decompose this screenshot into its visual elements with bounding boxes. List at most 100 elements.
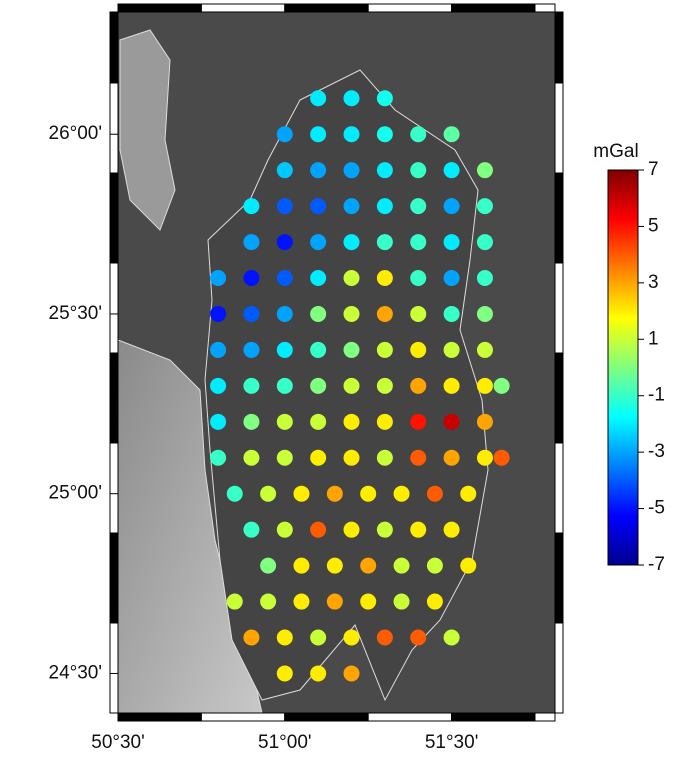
border-segment (555, 83, 563, 173)
station (477, 198, 493, 214)
station (310, 162, 326, 178)
station (410, 270, 426, 286)
map-figure: mGal 50°30'51°00'51°30'24°30'25°00'25°30… (0, 0, 692, 756)
station (310, 414, 326, 430)
border-segment (118, 4, 201, 12)
station (344, 198, 360, 214)
station (427, 558, 443, 574)
station (444, 162, 460, 178)
station (327, 594, 343, 610)
station (477, 270, 493, 286)
station (377, 90, 393, 106)
station (293, 594, 309, 610)
station (377, 630, 393, 646)
station (444, 234, 460, 250)
station (293, 486, 309, 502)
station (410, 414, 426, 430)
x-tick-label: 50°30' (91, 732, 145, 753)
station (243, 306, 259, 322)
station (444, 270, 460, 286)
station (293, 558, 309, 574)
colorbar-tick-label: -7 (648, 554, 665, 575)
station (310, 270, 326, 286)
station (444, 414, 460, 430)
border-segment (368, 4, 451, 12)
station (444, 378, 460, 394)
station (444, 450, 460, 466)
border-segment (201, 713, 284, 721)
station (344, 162, 360, 178)
station (410, 630, 426, 646)
border-segment (110, 173, 118, 263)
station (477, 414, 493, 430)
station (277, 342, 293, 358)
station (210, 378, 226, 394)
station (277, 450, 293, 466)
station (243, 342, 259, 358)
station (310, 234, 326, 250)
station (243, 414, 259, 430)
border-segment (110, 12, 118, 83)
station (210, 450, 226, 466)
station (277, 306, 293, 322)
station (477, 342, 493, 358)
station (444, 342, 460, 358)
station (444, 522, 460, 538)
station (310, 342, 326, 358)
station (377, 198, 393, 214)
station (410, 198, 426, 214)
station (494, 450, 510, 466)
station (277, 270, 293, 286)
border-segment (110, 443, 118, 533)
y-tick-label: 24°30' (49, 662, 103, 683)
colorbar-label: mGal (593, 141, 638, 162)
border-segment (452, 4, 535, 12)
station (377, 378, 393, 394)
station (277, 414, 293, 430)
station (344, 522, 360, 538)
station (377, 414, 393, 430)
border-segment (555, 353, 563, 443)
station (377, 522, 393, 538)
border-segment (555, 533, 563, 623)
station (377, 234, 393, 250)
station (277, 234, 293, 250)
colorbar (608, 170, 638, 565)
y-tick-label: 25°30' (49, 303, 103, 324)
station (277, 126, 293, 142)
station (427, 486, 443, 502)
station (310, 630, 326, 646)
station (210, 306, 226, 322)
station (227, 594, 243, 610)
station (477, 378, 493, 394)
border-segment (368, 713, 451, 721)
station (243, 630, 259, 646)
station (377, 450, 393, 466)
border-segment (110, 263, 118, 353)
station (277, 630, 293, 646)
station (210, 270, 226, 286)
station (427, 594, 443, 610)
station (344, 450, 360, 466)
station (344, 126, 360, 142)
station (410, 378, 426, 394)
border-segment (555, 263, 563, 353)
station (310, 306, 326, 322)
station (394, 558, 410, 574)
colorbar-tick-label: 1 (648, 328, 659, 349)
station (477, 306, 493, 322)
station (444, 630, 460, 646)
border-segment (452, 713, 535, 721)
station (494, 378, 510, 394)
border-segment (555, 443, 563, 533)
station (444, 126, 460, 142)
station (377, 270, 393, 286)
station (310, 126, 326, 142)
y-tick-label: 25°00' (49, 483, 103, 504)
station (477, 234, 493, 250)
station (377, 306, 393, 322)
station (344, 342, 360, 358)
colorbar-tick-label: 3 (648, 272, 659, 293)
station (410, 306, 426, 322)
station (344, 665, 360, 681)
